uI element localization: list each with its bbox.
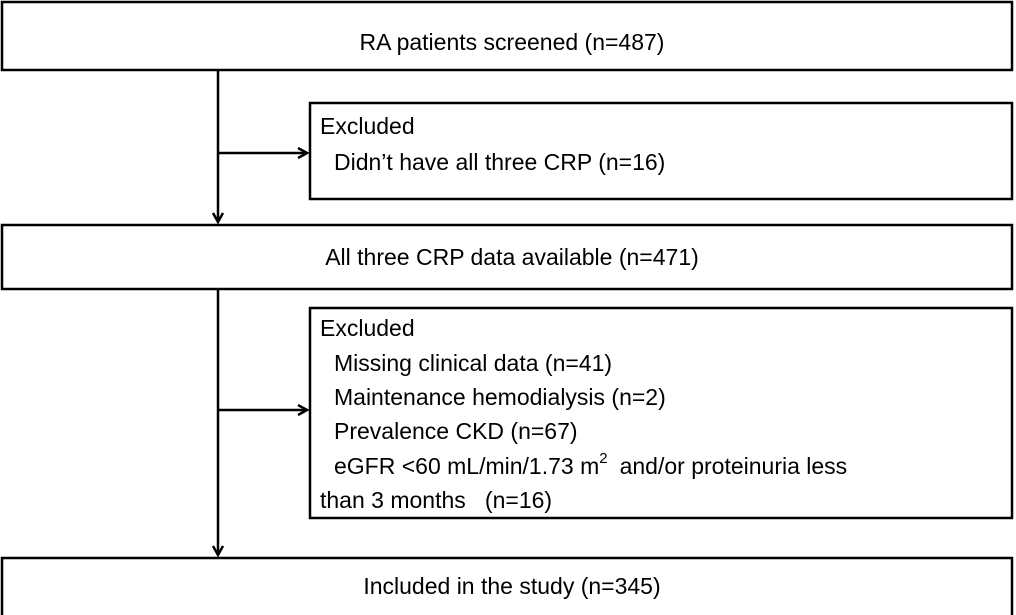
superscript: 2 xyxy=(599,450,607,467)
node-box xyxy=(0,556,1014,615)
node-box xyxy=(0,0,1014,72)
exclusion-box xyxy=(308,306,1014,520)
exclusion-box xyxy=(308,101,1014,201)
note-text: eGFR <60 mL/min/1.73 m xyxy=(334,453,599,479)
node-box xyxy=(0,223,1014,291)
node-label: All three CRP data available (n=471) xyxy=(325,244,699,270)
exclusion-item: Maintenance hemodialysis (n=2) xyxy=(334,384,666,410)
exclusion-note: eGFR <60 mL/min/1.73 m2 and/or proteinuri… xyxy=(334,450,847,479)
note-text: and/or proteinuria less xyxy=(620,453,848,479)
exclusion-item: Didn’t have all three CRP (n=16) xyxy=(334,149,665,175)
exclusion-title: Excluded xyxy=(320,315,415,341)
exclusion-note: than 3 months (n=16) xyxy=(320,487,552,513)
node-label: Included in the study (n=345) xyxy=(363,573,660,599)
exclusion-item: Prevalence CKD (n=67) xyxy=(334,418,578,444)
node-label: RA patients screened (n=487) xyxy=(360,29,665,55)
exclusion-title: Excluded xyxy=(320,113,415,139)
exclusion-item: Missing clinical data (n=41) xyxy=(334,350,612,376)
